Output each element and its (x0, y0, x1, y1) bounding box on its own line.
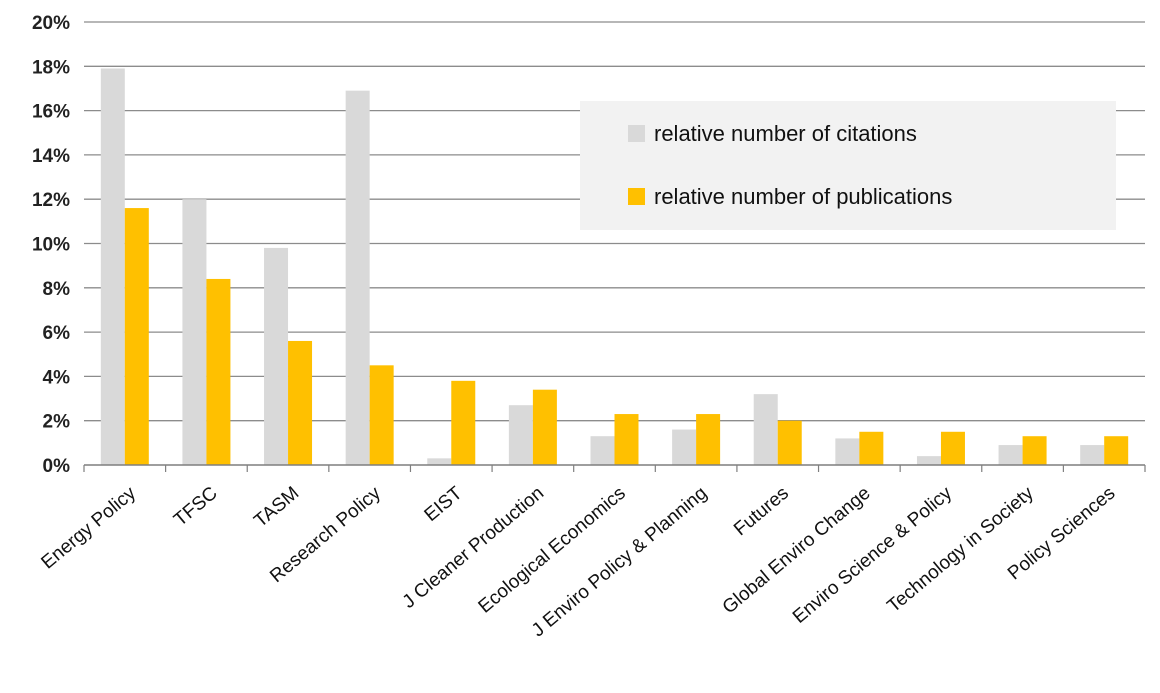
bar-publications (369, 365, 394, 465)
x-category-label: EIST (421, 482, 467, 525)
y-tick-label: 16% (32, 102, 70, 123)
bar-citations (1080, 445, 1105, 465)
bar-citations (672, 429, 697, 465)
bar-citations (264, 247, 289, 465)
legend-swatch (628, 188, 645, 205)
bar-citations (100, 68, 125, 465)
bar-publications (1022, 436, 1047, 465)
bar-citations (998, 445, 1023, 465)
x-axis (83, 464, 1146, 472)
bar-citations (916, 456, 941, 465)
bar-publications (288, 340, 313, 465)
x-category-label: Energy Policy (38, 482, 141, 573)
legend-background (580, 101, 1116, 230)
y-tick-label: 20% (32, 13, 70, 34)
bar-publications (940, 431, 965, 465)
x-category-label: Futures (730, 483, 793, 540)
bar-citations (508, 405, 533, 465)
x-category-label: TASM (250, 483, 303, 532)
y-tick-label: 18% (32, 57, 70, 78)
bar-publications (124, 208, 149, 465)
bar-publications (859, 431, 884, 465)
bar-citations (590, 436, 615, 465)
legend-label: relative number of citations (654, 121, 917, 146)
y-axis-tick-labels: 0% 2% 4% 6% 8% 10% 12% 14% 16% 18% 20% (32, 13, 70, 477)
x-category-label: Enviro Science & Policy (789, 482, 957, 627)
legend-swatch (628, 125, 645, 142)
y-tick-label: 14% (32, 146, 70, 167)
y-tick-label: 10% (32, 235, 70, 256)
bar-citations (427, 458, 452, 465)
bar-publications (696, 414, 721, 465)
legend-label: relative number of publications (654, 184, 952, 209)
legend: relative number of citations relative num… (580, 101, 1116, 230)
x-category-label: Global Enviro Change (719, 483, 875, 619)
bar-publications (206, 278, 231, 465)
bar-publications (1104, 436, 1129, 465)
y-tick-label: 4% (43, 367, 71, 388)
bar-citations (753, 394, 778, 465)
bar-citations (835, 438, 860, 465)
bar-publications (532, 389, 557, 465)
y-tick-label: 6% (43, 323, 71, 344)
x-category-label: J Cleaner Production (399, 483, 548, 613)
y-tick-label: 12% (32, 190, 70, 211)
y-tick-label: 8% (43, 279, 71, 300)
y-tick-label: 0% (43, 456, 71, 477)
bar-citations (182, 199, 207, 465)
x-category-label: Ecological Economics (475, 483, 630, 618)
bar-publications (614, 414, 639, 465)
bar-publications (451, 380, 476, 465)
bar-publications (777, 420, 802, 465)
x-category-label: TFSC (170, 483, 222, 531)
bar-citations (345, 90, 370, 465)
y-tick-label: 2% (43, 412, 71, 433)
bars (100, 68, 1129, 465)
x-category-label: Technology in Society (884, 482, 1039, 617)
